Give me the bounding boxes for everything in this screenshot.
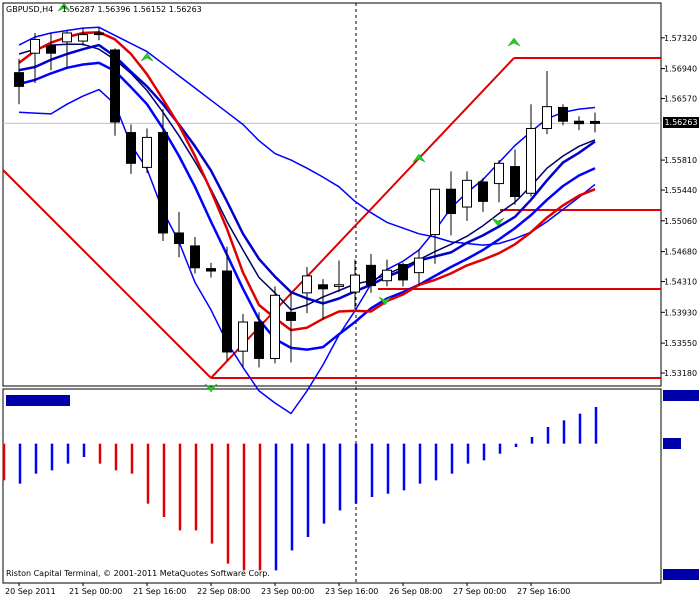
band-lower-outer — [18, 88, 596, 415]
candle-bear — [558, 106, 568, 122]
candle-bull — [30, 38, 40, 54]
time-axis-label: 27 Sep 16:00 — [517, 587, 570, 596]
price-axis-label: 1.54310 — [664, 278, 697, 287]
price-axis-label: 1.53550 — [664, 339, 697, 348]
candle-bear — [110, 49, 120, 123]
candle-bear — [14, 72, 24, 87]
time-axis-label: 22 Sep 08:00 — [197, 587, 250, 596]
fractal-down-arrow — [204, 383, 218, 393]
candle-bear — [366, 264, 376, 287]
price-axis-label: 1.55810 — [664, 156, 697, 165]
price-axis-label: 1.55060 — [664, 217, 697, 226]
candle-bull — [142, 136, 152, 168]
candle-bear — [590, 120, 600, 124]
candle-bear — [222, 270, 232, 353]
candle-bear — [510, 166, 520, 198]
current-price-label: 1.56263 — [663, 117, 699, 128]
fractal-up-arrow — [507, 37, 521, 47]
price-axis-label: 1.53180 — [664, 369, 697, 378]
candle-bull — [238, 321, 248, 352]
candle-bull — [494, 162, 504, 185]
indicator-name-badge[interactable] — [6, 395, 70, 406]
candle-bear — [126, 132, 136, 164]
ohlc-values: 1.56287 1.56396 1.56152 1.56263 — [61, 5, 202, 14]
time-axis-label: 26 Sep 08:00 — [389, 587, 442, 596]
candle-bull — [302, 275, 312, 294]
candle-bear — [286, 311, 296, 321]
fractal-up-arrow — [412, 153, 426, 163]
candle-bull — [526, 128, 536, 194]
price-axis-label: 1.54680 — [664, 248, 697, 257]
candle-bear — [94, 32, 104, 36]
price-axis-label: 1.56940 — [664, 65, 697, 74]
time-axis-label: 21 Sep 00:00 — [69, 587, 122, 596]
band-middle — [18, 43, 596, 305]
indicator-axis-top — [663, 390, 699, 401]
price-axis-label: 1.53930 — [664, 308, 697, 317]
candle-bear — [254, 321, 264, 359]
fractal-up-arrow — [57, 2, 71, 12]
candle-bull — [350, 274, 360, 293]
band-upper-outer — [18, 26, 596, 246]
candle-bull — [462, 179, 472, 208]
candle-bear — [446, 188, 456, 215]
indicator-axis-bottom — [663, 569, 699, 580]
candle-bear — [318, 284, 328, 290]
time-axis-label: 23 Sep 00:00 — [261, 587, 314, 596]
candle-bear — [46, 45, 56, 54]
price-axis-label: 1.57320 — [664, 34, 697, 43]
symbol-label: GBPUSD,H4 — [6, 5, 54, 14]
channel-down-line — [2, 169, 212, 379]
candle-bear — [398, 264, 408, 281]
fractal-down-arrow — [491, 217, 505, 227]
candle-bull — [62, 32, 72, 43]
time-axis-label: 21 Sep 16:00 — [133, 587, 186, 596]
indicator-pane-frame — [2, 388, 662, 584]
candle-bull — [542, 106, 552, 130]
candle-bull — [382, 269, 392, 282]
candle-bull — [270, 294, 280, 359]
candle-bear — [478, 181, 488, 202]
time-axis-label: 27 Sep 00:00 — [453, 587, 506, 596]
candle-bear — [190, 245, 200, 269]
candle-bull — [78, 34, 88, 42]
fractal-down-arrow — [378, 296, 392, 306]
price-pane-frame — [2, 2, 662, 387]
candle-bull — [430, 188, 440, 236]
time-axis-label: 20 Sep 2011 — [5, 587, 56, 596]
candle-bear — [158, 132, 168, 234]
time-axis-label: 23 Sep 16:00 — [325, 587, 378, 596]
symbol-info: GBPUSD,H4 1.56287 1.56396 1.56152 1.5626… — [6, 4, 202, 16]
candle-bear — [206, 268, 216, 272]
candle-bear — [174, 232, 184, 244]
candle-bear — [574, 120, 584, 125]
candle-bull — [334, 284, 344, 287]
price-axis-label: 1.55440 — [664, 186, 697, 195]
price-axis-label: 1.56570 — [664, 95, 697, 104]
fractal-up-arrow — [140, 52, 154, 62]
indicator-axis-zero — [663, 438, 681, 449]
moving-average-red — [18, 30, 596, 332]
candle-bull — [414, 257, 424, 274]
copyright-text: Riston Capital Terminal, © 2001-2011 Met… — [6, 569, 270, 578]
